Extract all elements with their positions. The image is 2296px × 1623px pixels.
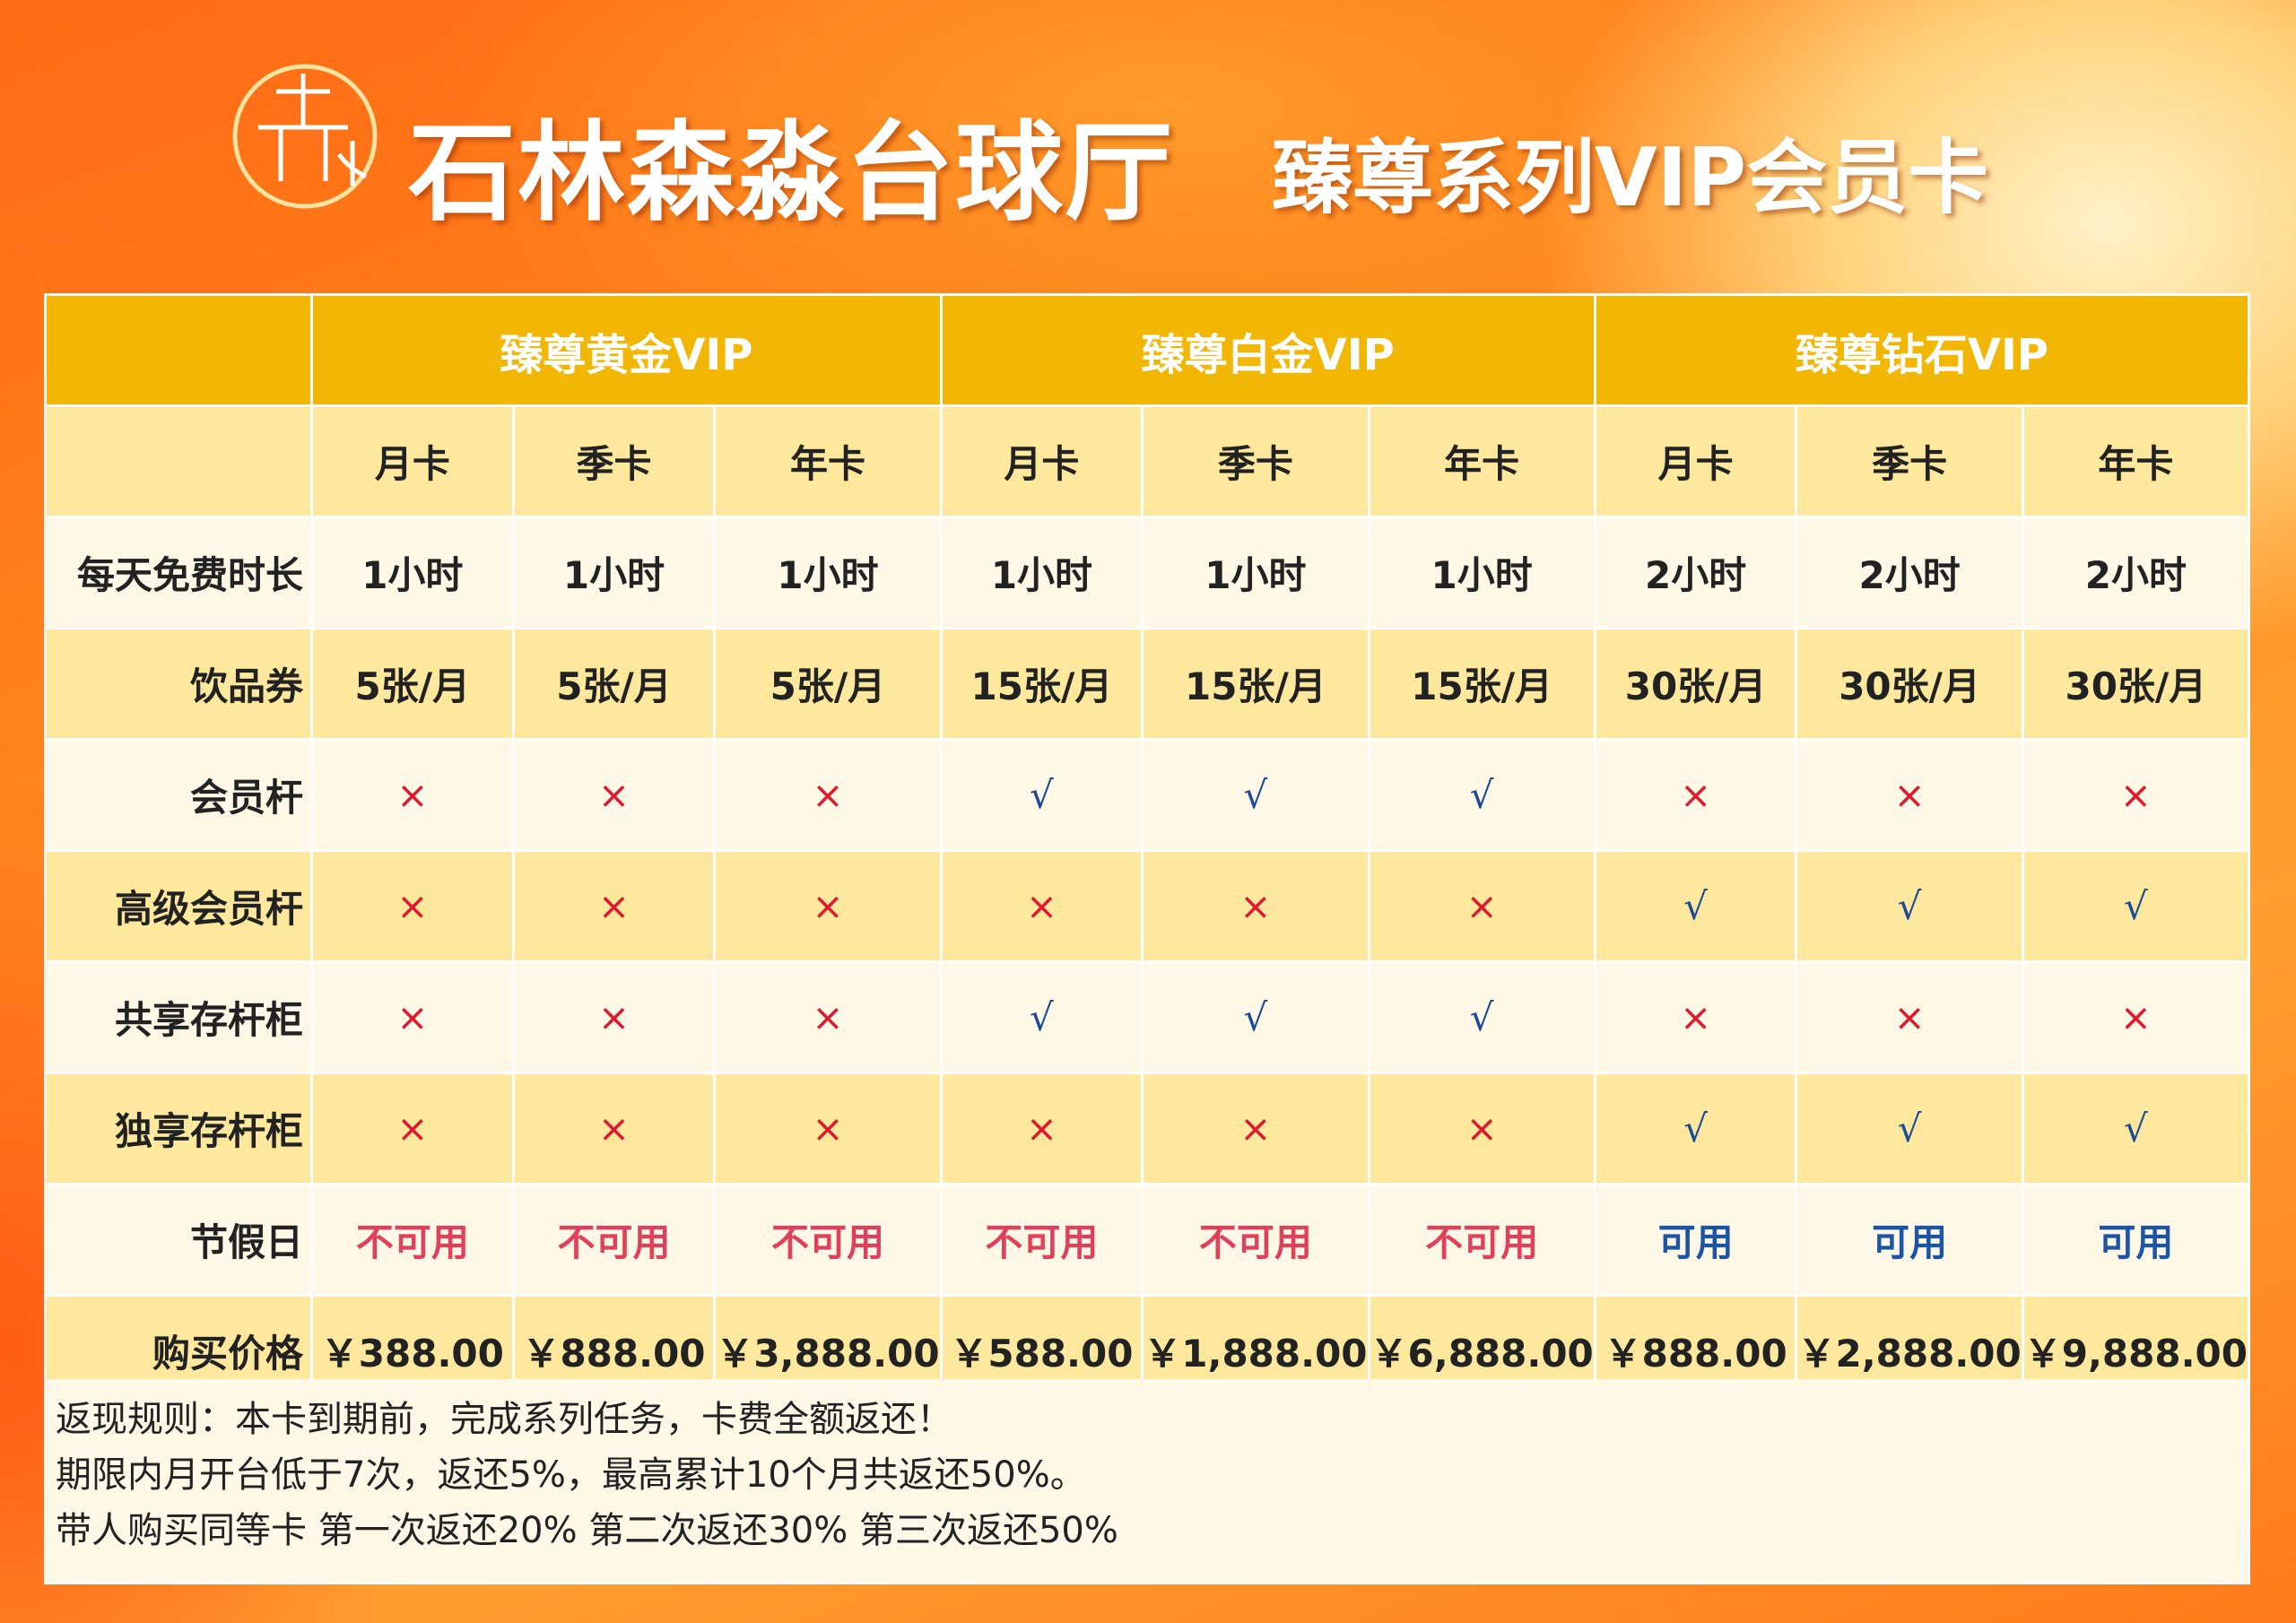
cell: 可用 — [1596, 1185, 1796, 1294]
cell: × — [313, 741, 512, 849]
cell: 5张/月 — [514, 629, 714, 738]
cell: 30张/月 — [1797, 629, 2022, 738]
sub-header: 月卡 — [313, 407, 512, 516]
sub-header: 季卡 — [1144, 407, 1368, 516]
sub-header: 年卡 — [2023, 407, 2248, 516]
note-line: 带人购买同等卡 第一次返还20% 第二次返还30% 第三次返还50% — [56, 1510, 1118, 1551]
group-header: 臻尊钻石VIP — [1596, 296, 2248, 404]
note-line: 返现规则：本卡到期前，完成系列任务，卡费全额返还！ — [56, 1399, 952, 1440]
corner-cell — [47, 296, 310, 404]
cell: × — [514, 741, 714, 849]
cell: × — [1596, 963, 1796, 1072]
title: 石林森淼台球厅 — [408, 111, 1174, 236]
cell: √ — [1370, 741, 1594, 849]
row-label: 每天免费时长 — [47, 518, 310, 627]
cell: 5张/月 — [716, 629, 940, 738]
row-label: 共享存杆柜 — [47, 963, 310, 1072]
cell: √ — [1596, 1074, 1796, 1183]
group-header: 臻尊黄金VIP — [313, 296, 940, 404]
cell: 不可用 — [514, 1185, 714, 1294]
row-label: 节假日 — [47, 1185, 310, 1294]
group-header: 臻尊白金VIP — [942, 296, 1594, 404]
cell: √ — [1144, 741, 1368, 849]
logo — [232, 64, 378, 209]
cell: 不可用 — [1144, 1185, 1368, 1294]
cell: √ — [1596, 852, 1796, 960]
cell: √ — [1144, 963, 1368, 1072]
cell: 2小时 — [1596, 518, 1796, 627]
row-label: 会员杆 — [47, 741, 310, 849]
cell: √ — [2023, 852, 2248, 960]
corner-cell — [47, 407, 310, 516]
cell: × — [2023, 741, 2248, 849]
cell: 5张/月 — [313, 629, 512, 738]
cell: 1小时 — [716, 518, 940, 627]
cell: × — [716, 1074, 940, 1183]
cell: × — [514, 852, 714, 960]
cell: × — [1370, 1074, 1594, 1183]
cell: × — [313, 852, 512, 960]
cell: 30张/月 — [1596, 629, 1796, 738]
cell: 30张/月 — [2023, 629, 2248, 738]
cell: × — [313, 963, 512, 1072]
cell: √ — [2023, 1074, 2248, 1183]
cell: × — [313, 1074, 512, 1183]
cell: 可用 — [2023, 1185, 2248, 1294]
cell: × — [1797, 741, 2022, 849]
cell: × — [2023, 963, 2248, 1072]
sub-header: 季卡 — [514, 407, 714, 516]
cell: 不可用 — [942, 1185, 1142, 1294]
sub-header: 年卡 — [1370, 407, 1594, 516]
cell: 不可用 — [1370, 1185, 1594, 1294]
cell: × — [514, 963, 714, 1072]
subtitle: 臻尊系列VIP会员卡 — [1272, 131, 1989, 225]
cell: √ — [1370, 963, 1594, 1072]
notes: 返现规则：本卡到期前，完成系列任务，卡费全额返还！ 期限内月开台低于7次，返还5%… — [44, 1379, 2250, 1584]
cell: √ — [942, 741, 1142, 849]
cell: 1小时 — [942, 518, 1142, 627]
cell: 可用 — [1797, 1185, 2022, 1294]
cell: × — [1370, 852, 1594, 960]
cell: 不可用 — [313, 1185, 512, 1294]
membership-table: 臻尊黄金VIP 臻尊白金VIP 臻尊钻石VIP 月卡 季卡 年卡 月卡 季卡 年卡 月卡 季卡 年卡每… — [44, 293, 2250, 1408]
sub-header: 年卡 — [716, 407, 940, 516]
cell: 15张/月 — [942, 629, 1142, 738]
cell: × — [1144, 1074, 1368, 1183]
cell: 1小时 — [1144, 518, 1368, 627]
cell: 15张/月 — [1144, 629, 1368, 738]
cell: × — [942, 1074, 1142, 1183]
cell: × — [942, 852, 1142, 960]
cell: × — [514, 1074, 714, 1183]
cell: √ — [942, 963, 1142, 1072]
cell: × — [1144, 852, 1368, 960]
cell: × — [716, 741, 940, 849]
sub-header: 月卡 — [1596, 407, 1796, 516]
cell: 1小时 — [313, 518, 512, 627]
cell: 2小时 — [2023, 518, 2248, 627]
cell: 不可用 — [716, 1185, 940, 1294]
cell: 2小时 — [1797, 518, 2022, 627]
row-label: 独享存杆柜 — [47, 1074, 310, 1183]
note-line: 期限内月开台低于7次，返还5%，最高累计10个月共返还50%。 — [56, 1454, 1086, 1496]
row-label: 饮品券 — [47, 629, 310, 738]
cell: × — [1596, 741, 1796, 849]
cell: × — [716, 963, 940, 1072]
cell: × — [1797, 963, 2022, 1072]
cell: 1小时 — [514, 518, 714, 627]
cell: × — [716, 852, 940, 960]
sub-header: 月卡 — [942, 407, 1142, 516]
sub-header: 季卡 — [1797, 407, 2022, 516]
cell: √ — [1797, 1074, 2022, 1183]
cell: √ — [1797, 852, 2022, 960]
cell: 15张/月 — [1370, 629, 1594, 738]
row-label: 高级会员杆 — [47, 852, 310, 960]
cell: 1小时 — [1370, 518, 1594, 627]
